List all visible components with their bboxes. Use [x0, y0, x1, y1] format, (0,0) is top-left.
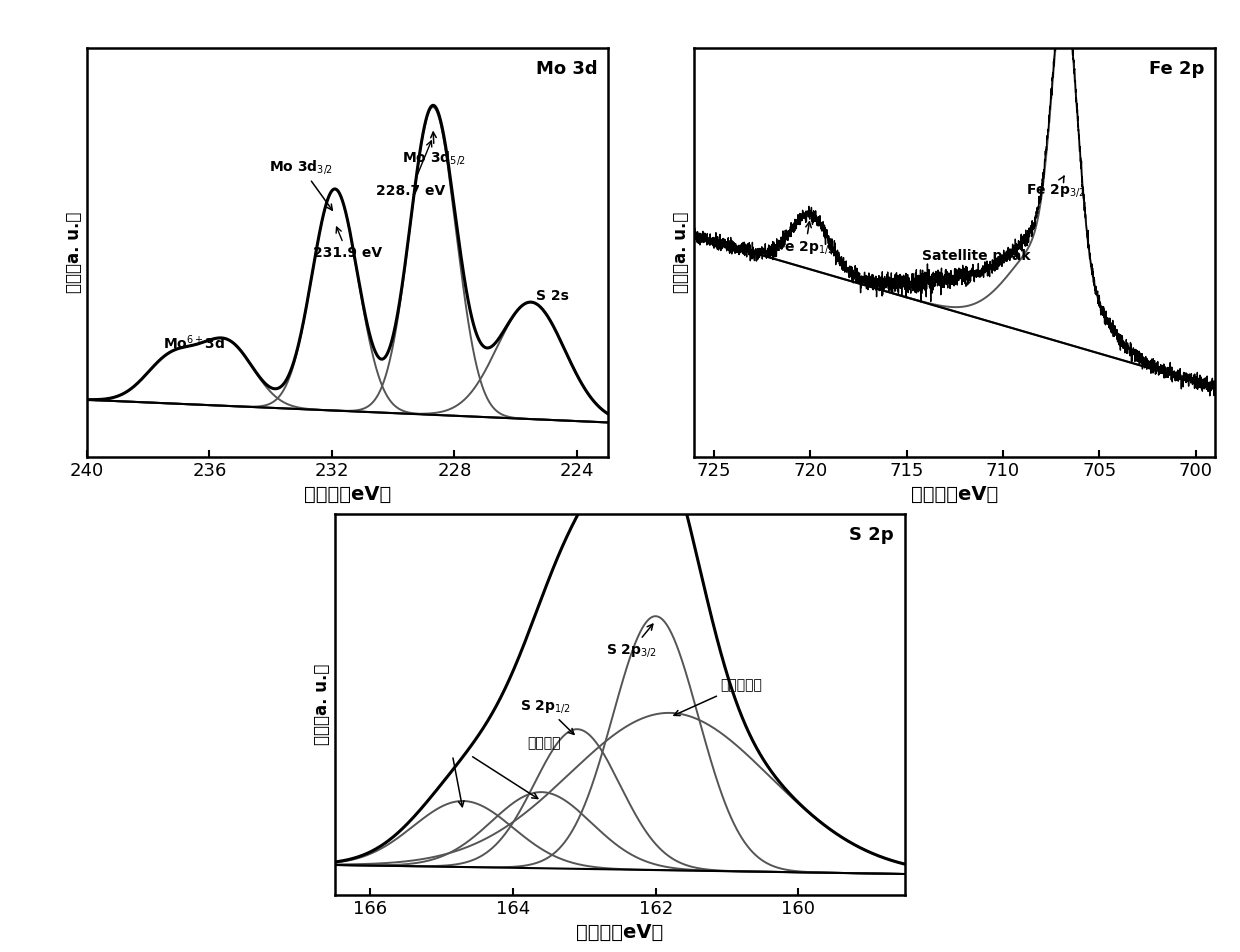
Y-axis label: 强度（a. u.）: 强度（a. u.）	[64, 211, 83, 293]
Y-axis label: 强度（a. u.）: 强度（a. u.）	[312, 664, 331, 745]
Text: 231.9 eV: 231.9 eV	[312, 227, 382, 260]
Text: Mo 3d: Mo 3d	[536, 60, 598, 78]
Text: Satellite peak: Satellite peak	[923, 248, 1030, 286]
Text: Mo 3d$_{5/2}$: Mo 3d$_{5/2}$	[402, 132, 466, 167]
X-axis label: 结合能（eV）: 结合能（eV）	[577, 923, 663, 942]
Text: 二硫化铁: 二硫化铁	[527, 737, 560, 750]
Text: Mo 3d$_{3/2}$: Mo 3d$_{3/2}$	[269, 158, 334, 210]
X-axis label: 结合能（eV）: 结合能（eV）	[911, 486, 998, 505]
Text: S 2s: S 2s	[536, 289, 569, 303]
Text: Fe 2p$_{1/2}$: Fe 2p$_{1/2}$	[775, 222, 836, 256]
Text: Mo$^{6+}$3d: Mo$^{6+}$3d	[162, 333, 226, 352]
Text: 228.7 eV: 228.7 eV	[376, 141, 445, 198]
Text: S 2p$_{1/2}$: S 2p$_{1/2}$	[520, 698, 574, 734]
X-axis label: 结合能（eV）: 结合能（eV）	[304, 486, 391, 505]
Y-axis label: 强度（a. u.）: 强度（a. u.）	[672, 211, 691, 293]
Text: 二硫化二钼: 二硫化二钼	[675, 678, 761, 716]
Text: Fe 2p$_{3/2}$: Fe 2p$_{3/2}$	[1027, 176, 1086, 199]
Text: S 2p$_{3/2}$: S 2p$_{3/2}$	[605, 625, 657, 659]
Text: S 2p: S 2p	[849, 526, 894, 544]
Text: Fe 2p: Fe 2p	[1149, 60, 1205, 78]
